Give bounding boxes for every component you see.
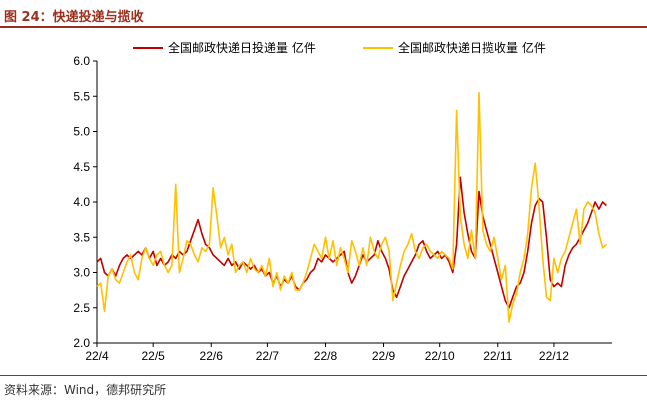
x-tick-label: 22/9: [372, 349, 396, 363]
legend-label-delivery: 全国邮政快递日投递量 亿件: [168, 40, 316, 55]
y-tick-label: 2.5: [73, 301, 90, 315]
figure-title: 图 24：快递投递与揽收: [4, 10, 144, 25]
y-tick-label: 5.5: [73, 89, 90, 103]
x-tick-label: 22/7: [256, 349, 280, 363]
footer-divider: [0, 375, 647, 376]
x-tick-label: 22/12: [539, 349, 569, 363]
y-tick-label: 4.0: [73, 195, 90, 209]
y-tick-label: 6.0: [73, 54, 90, 68]
series-line-pickup: [96, 91, 607, 323]
y-tick-label: 4.5: [73, 160, 90, 174]
title-divider: [0, 26, 647, 28]
legend-label-pickup: 全国邮政快递日揽收量 亿件: [398, 40, 546, 55]
line-chart: 全国邮政快递日投递量 亿件 全国邮政快递日揽收量 亿件 2.0 2.5 3.0 3.5…: [73, 40, 612, 363]
series-line-delivery: [96, 176, 607, 309]
x-tick-label: 22/4: [85, 349, 109, 363]
source-note: 资料来源：Wind，德邦研究所: [4, 383, 167, 397]
x-tick-label: 22/10: [425, 349, 455, 363]
x-tick-label: 22/8: [314, 349, 338, 363]
y-tick-label: 2.0: [73, 336, 90, 350]
x-tick-label: 22/5: [142, 349, 166, 363]
series-layer: [96, 91, 607, 323]
x-tick-label: 22/6: [200, 349, 224, 363]
y-tick-label: 3.0: [73, 266, 90, 280]
axes: 2.0 2.5 3.0 3.5 4.0 4.5 5.0 5.5 6.0 22/4 22/5 22/6 2…: [73, 54, 612, 363]
x-tick-label: 22/11: [483, 349, 512, 363]
legend: 全国邮政快递日投递量 亿件 全国邮政快递日揽收量 亿件: [133, 40, 546, 55]
y-tick-label: 5.0: [73, 125, 90, 139]
y-tick-label: 3.5: [73, 230, 90, 244]
